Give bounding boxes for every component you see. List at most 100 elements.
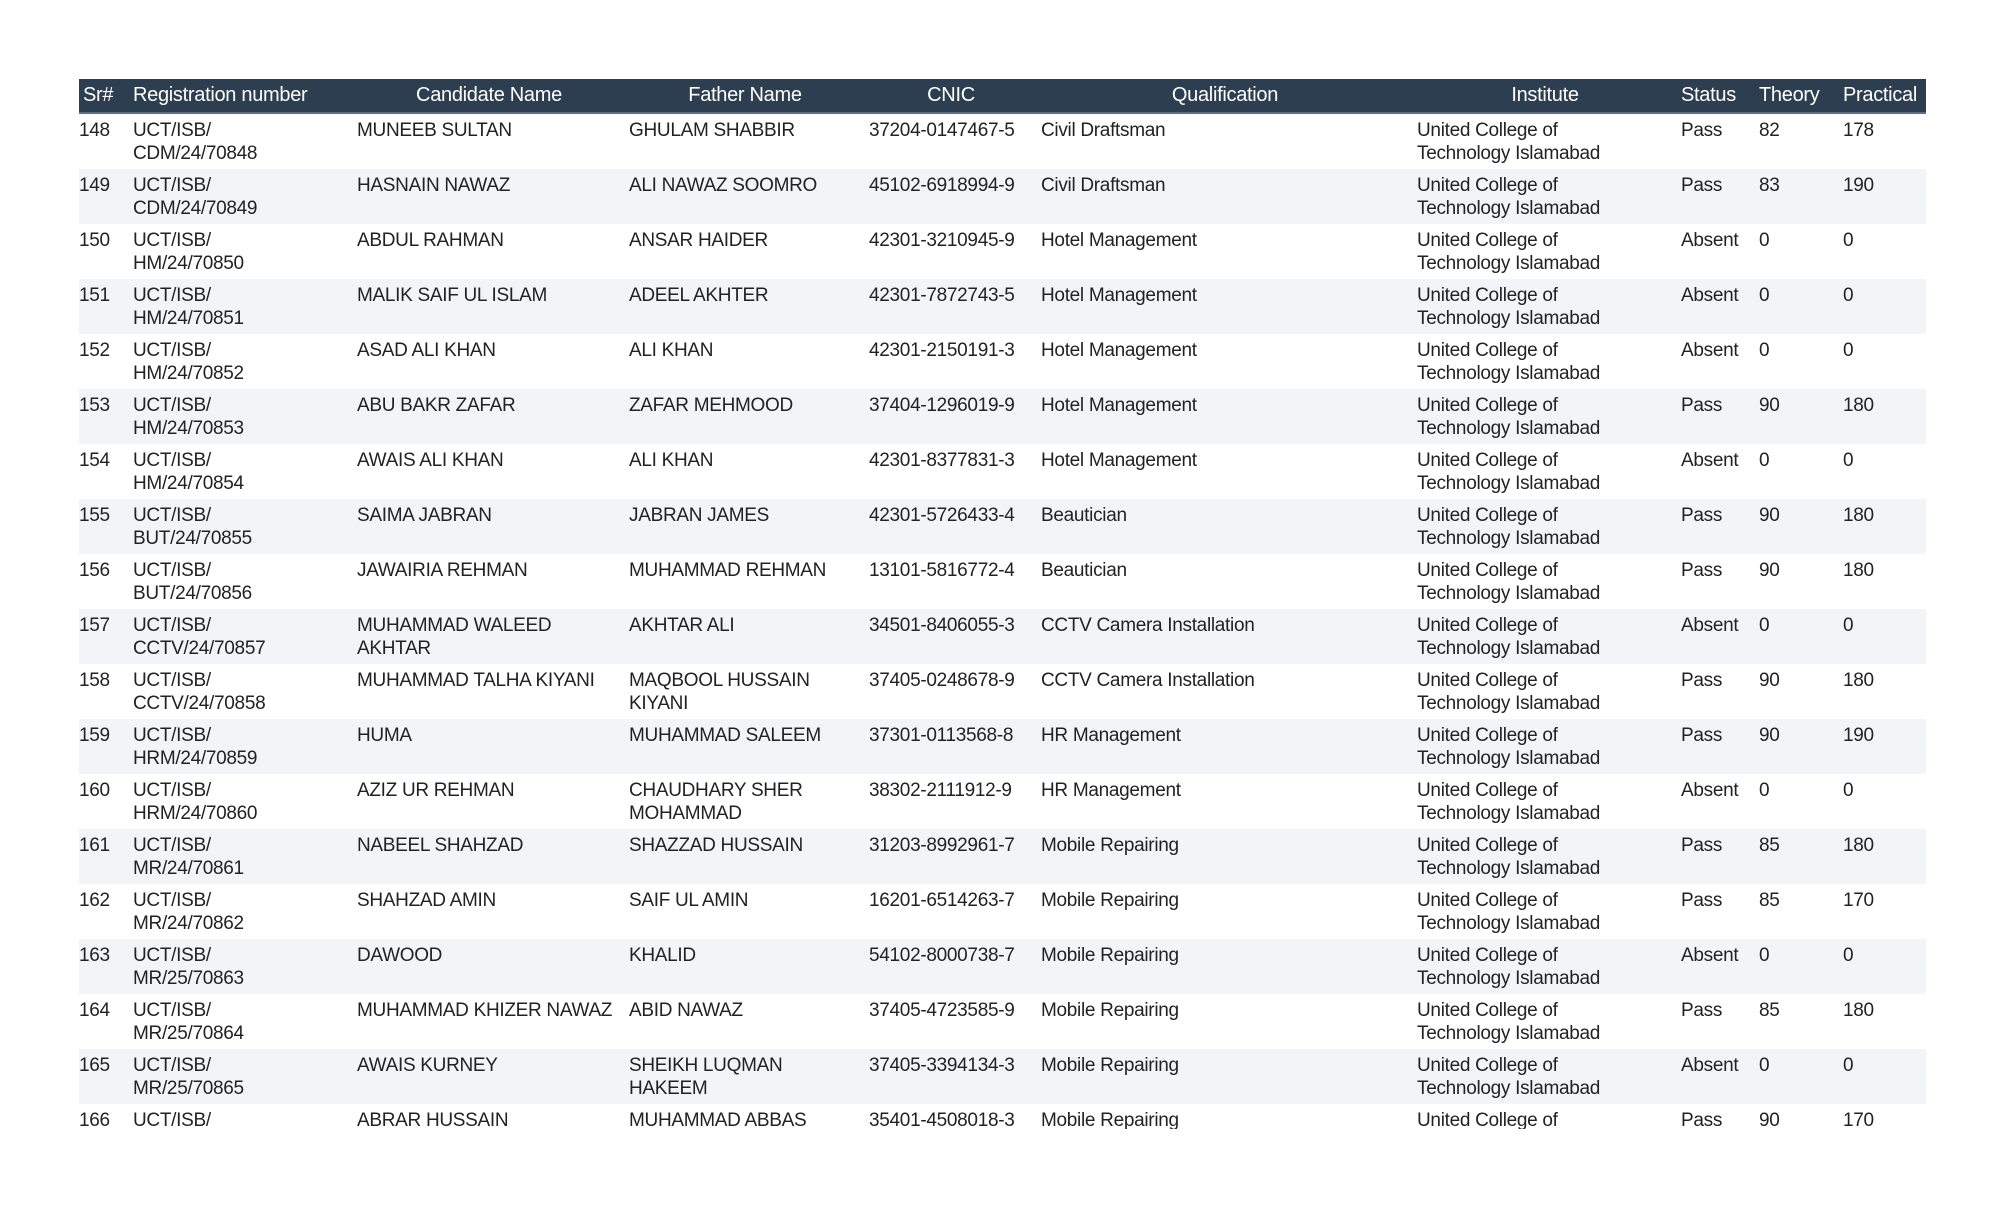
cell-registration-number: UCT/ISB/HM/24/70854 xyxy=(129,444,353,499)
cell-practical: 180 xyxy=(1839,829,1926,884)
cell-father-name: MAQBOOL HUSSAIN KIYANI xyxy=(629,670,810,714)
cell-institute-line: United College of xyxy=(1417,725,1558,746)
cell-institute-line: Technology Islamabad xyxy=(1417,198,1601,219)
cell-father-name: ABID NAWAZ xyxy=(629,1000,743,1021)
cell-cnic: 42301-2150191-3 xyxy=(869,340,1015,361)
cell-candidate-name: ASAD ALI KHAN xyxy=(357,340,496,361)
cell-sr: 162 xyxy=(79,890,110,911)
cell-qualification: Mobile Repairing xyxy=(1041,1110,1179,1129)
cell-qualification: CCTV Camera Installation xyxy=(1041,670,1255,691)
cell-institute: United College of Technology Islamabad xyxy=(1413,1049,1677,1104)
cell-registration-number-line: UCT/ISB/ xyxy=(133,505,211,526)
cell-registration-number-line: HM/24/70852 xyxy=(133,363,244,384)
cell-candidate-name: MUNEEB SULTAN xyxy=(357,120,512,141)
table-row: 165 UCT/ISB/MR/25/70865 AWAIS KURNEY SHEIKH… xyxy=(79,1049,1926,1104)
cell-registration-number-line: CCTV/24/70858 xyxy=(133,693,266,714)
cell-father-name: MUHAMMAD ABBAS xyxy=(629,1110,807,1129)
cell-registration-number-line: UCT/ISB/ xyxy=(133,450,211,471)
cell-sr: 148 xyxy=(79,120,110,141)
cell-institute-line: Technology Islamabad xyxy=(1417,858,1601,879)
cell-father-name: JABRAN JAMES xyxy=(625,499,865,554)
cell-institute-line: United College of xyxy=(1417,340,1558,361)
cell-practical: 0 xyxy=(1843,450,1854,471)
cell-practical: 0 xyxy=(1839,1049,1926,1104)
cell-candidate-name: MUHAMMAD TALHA KIYANI xyxy=(357,670,595,691)
cell-practical: 180 xyxy=(1843,670,1874,691)
cell-status: Absent xyxy=(1677,609,1755,664)
cell-sr: 149 xyxy=(79,169,129,224)
header-qualification: Qualification xyxy=(1037,79,1413,114)
cell-institute-line: United College of xyxy=(1417,120,1558,141)
cell-registration-number-line: CDM/24/70849 xyxy=(133,198,258,219)
cell-status: Absent xyxy=(1677,279,1755,334)
cell-practical: 190 xyxy=(1839,719,1926,774)
cell-qualification: Mobile Repairing xyxy=(1037,939,1413,994)
cell-institute: United College of Technology Islamabad xyxy=(1413,829,1677,884)
cell-registration-number-line: UCT/ISB/ xyxy=(133,780,211,801)
cell-registration-number-line: UCT/ISB/ xyxy=(133,1110,211,1129)
cell-institute-line: United College of xyxy=(1417,450,1558,471)
cell-father-name: ALI KHAN xyxy=(629,450,714,471)
cell-status: Pass xyxy=(1681,890,1723,911)
cell-status: Pass xyxy=(1677,169,1755,224)
cell-candidate-name: HASNAIN NAWAZ xyxy=(353,169,625,224)
cell-institute: United College of Technology Islamabad xyxy=(1413,994,1677,1049)
cell-registration-number-line: UCT/ISB/ xyxy=(133,175,211,196)
header-father-name: Father Name xyxy=(625,79,865,114)
cell-sr: 163 xyxy=(79,939,129,994)
cell-registration-number-line: UCT/ISB/ xyxy=(133,340,211,361)
cell-father-name: SAIF UL AMIN xyxy=(629,890,749,911)
cell-registration-number: UCT/ISB/ xyxy=(129,1104,353,1129)
cell-institute: United College of Technology Islamabad xyxy=(1413,664,1677,719)
cell-institute-line: United College of xyxy=(1417,615,1558,636)
cell-father-name: ADEEL AKHTER xyxy=(625,279,865,334)
cell-institute-line: United College of xyxy=(1417,890,1558,911)
cell-father-name: ANSAR HAIDER xyxy=(629,230,768,251)
cell-status: Absent xyxy=(1681,340,1739,361)
cell-registration-number: UCT/ISB/HRM/24/70859 xyxy=(129,719,353,774)
cell-institute: United College of Technology Islamabad xyxy=(1413,334,1677,389)
cell-practical: 180 xyxy=(1843,560,1874,581)
cell-father-name: SHAZZAD HUSSAIN xyxy=(625,829,865,884)
cell-registration-number: UCT/ISB/CCTV/24/70858 xyxy=(129,664,353,719)
cell-theory: 0 xyxy=(1759,340,1770,361)
cell-practical: 0 xyxy=(1843,780,1854,801)
cell-practical: 178 xyxy=(1843,120,1874,141)
header-status: Status xyxy=(1677,79,1755,114)
cell-institute-line: Technology Islamabad xyxy=(1417,748,1601,769)
cell-registration-number: UCT/ISB/HRM/24/70860 xyxy=(129,774,353,829)
header-cnic: CNIC xyxy=(865,79,1037,114)
cell-father-name: CHAUDHARY SHER MOHAMMAD xyxy=(629,780,803,824)
cell-candidate-name: ABDUL RAHMAN xyxy=(357,230,504,251)
cell-theory: 82 xyxy=(1759,120,1780,141)
header-candidate-name: Candidate Name xyxy=(353,79,625,114)
cell-theory: 0 xyxy=(1759,780,1770,801)
table-row: 159 UCT/ISB/HRM/24/70859 HUMA MUHAMMAD SALE… xyxy=(79,719,1926,774)
cell-qualification: HR Management xyxy=(1041,780,1181,801)
cell-cnic: 38302-2111912-9 xyxy=(869,780,1012,801)
results-table-container: Sr# Registration number Candidate Name F… xyxy=(79,79,1926,1129)
cell-registration-number-line: UCT/ISB/ xyxy=(133,120,211,141)
cell-candidate-name: DAWOOD xyxy=(353,939,625,994)
cell-registration-number: UCT/ISB/MR/25/70865 xyxy=(129,1049,353,1104)
cell-cnic: 42301-5726433-4 xyxy=(865,499,1037,554)
cell-registration-number-line: UCT/ISB/ xyxy=(133,945,211,966)
cell-institute: United College of Technology Islamabad xyxy=(1413,774,1677,829)
cell-institute: United College of Technology Islamabad xyxy=(1413,444,1677,499)
header-registration-number: Registration number xyxy=(129,79,353,114)
cell-institute: United College of Technology Islamabad xyxy=(1413,389,1677,444)
cell-institute-line: Technology Islamabad xyxy=(1417,253,1601,274)
cell-candidate-name: MALIK SAIF UL ISLAM xyxy=(353,279,625,334)
cell-father-name: ALI KHAN xyxy=(629,340,714,361)
cell-registration-number: UCT/ISB/HM/24/70850 xyxy=(129,224,353,279)
cell-registration-number-line: UCT/ISB/ xyxy=(133,560,211,581)
cell-cnic: 34501-8406055-3 xyxy=(865,609,1037,664)
cell-institute-line: United College of xyxy=(1417,560,1558,581)
cell-theory: 0 xyxy=(1755,279,1839,334)
cell-institute: United College of Technology Islamabad xyxy=(1413,499,1677,554)
cell-theory: 0 xyxy=(1759,450,1770,471)
cell-theory: 85 xyxy=(1759,1000,1780,1021)
cell-cnic: 37301-0113568-8 xyxy=(865,719,1037,774)
table-row: 154 UCT/ISB/HM/24/70854 AWAIS ALI KHAN ALI … xyxy=(79,444,1926,499)
cell-practical: 170 xyxy=(1843,890,1874,911)
